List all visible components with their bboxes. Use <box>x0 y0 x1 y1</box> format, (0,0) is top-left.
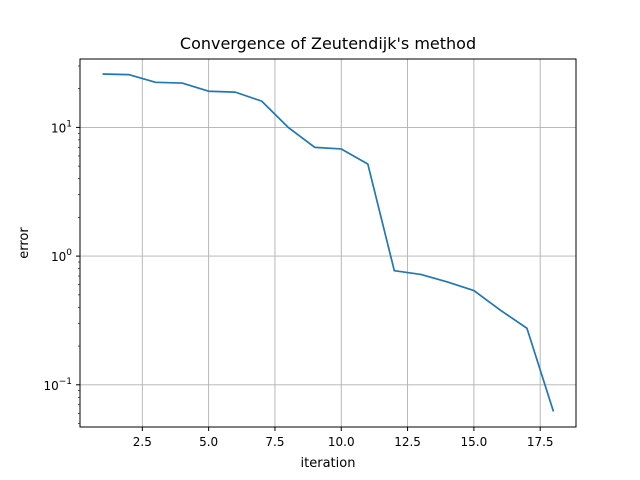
x-tick-label: 17.5 <box>527 435 554 449</box>
y-tick-label: 101 <box>51 119 72 135</box>
y-tick-label: 10−1 <box>43 377 72 393</box>
chart-title: Convergence of Zeutendijk's method <box>180 34 476 53</box>
series-layer <box>102 73 555 412</box>
x-tick-label: 2.5 <box>133 435 152 449</box>
x-tick-label: 5.0 <box>199 435 218 449</box>
y-tick-label: 100 <box>51 248 72 264</box>
y-axis-label: error <box>17 227 32 259</box>
x-tick-label: 15.0 <box>461 435 488 449</box>
x-tick-label: 12.5 <box>394 435 421 449</box>
x-tick-label: 7.5 <box>265 435 284 449</box>
grid <box>80 59 576 427</box>
x-tick-label: 10.0 <box>328 435 355 449</box>
plot-frame <box>79 58 577 428</box>
series-line <box>102 73 555 412</box>
x-axis-label: iteration <box>301 456 356 471</box>
axis-ticks: 2.5 5.0 7.5 10.0 12.5 15.0 17.5 10−1 100 101 <box>43 65 554 449</box>
